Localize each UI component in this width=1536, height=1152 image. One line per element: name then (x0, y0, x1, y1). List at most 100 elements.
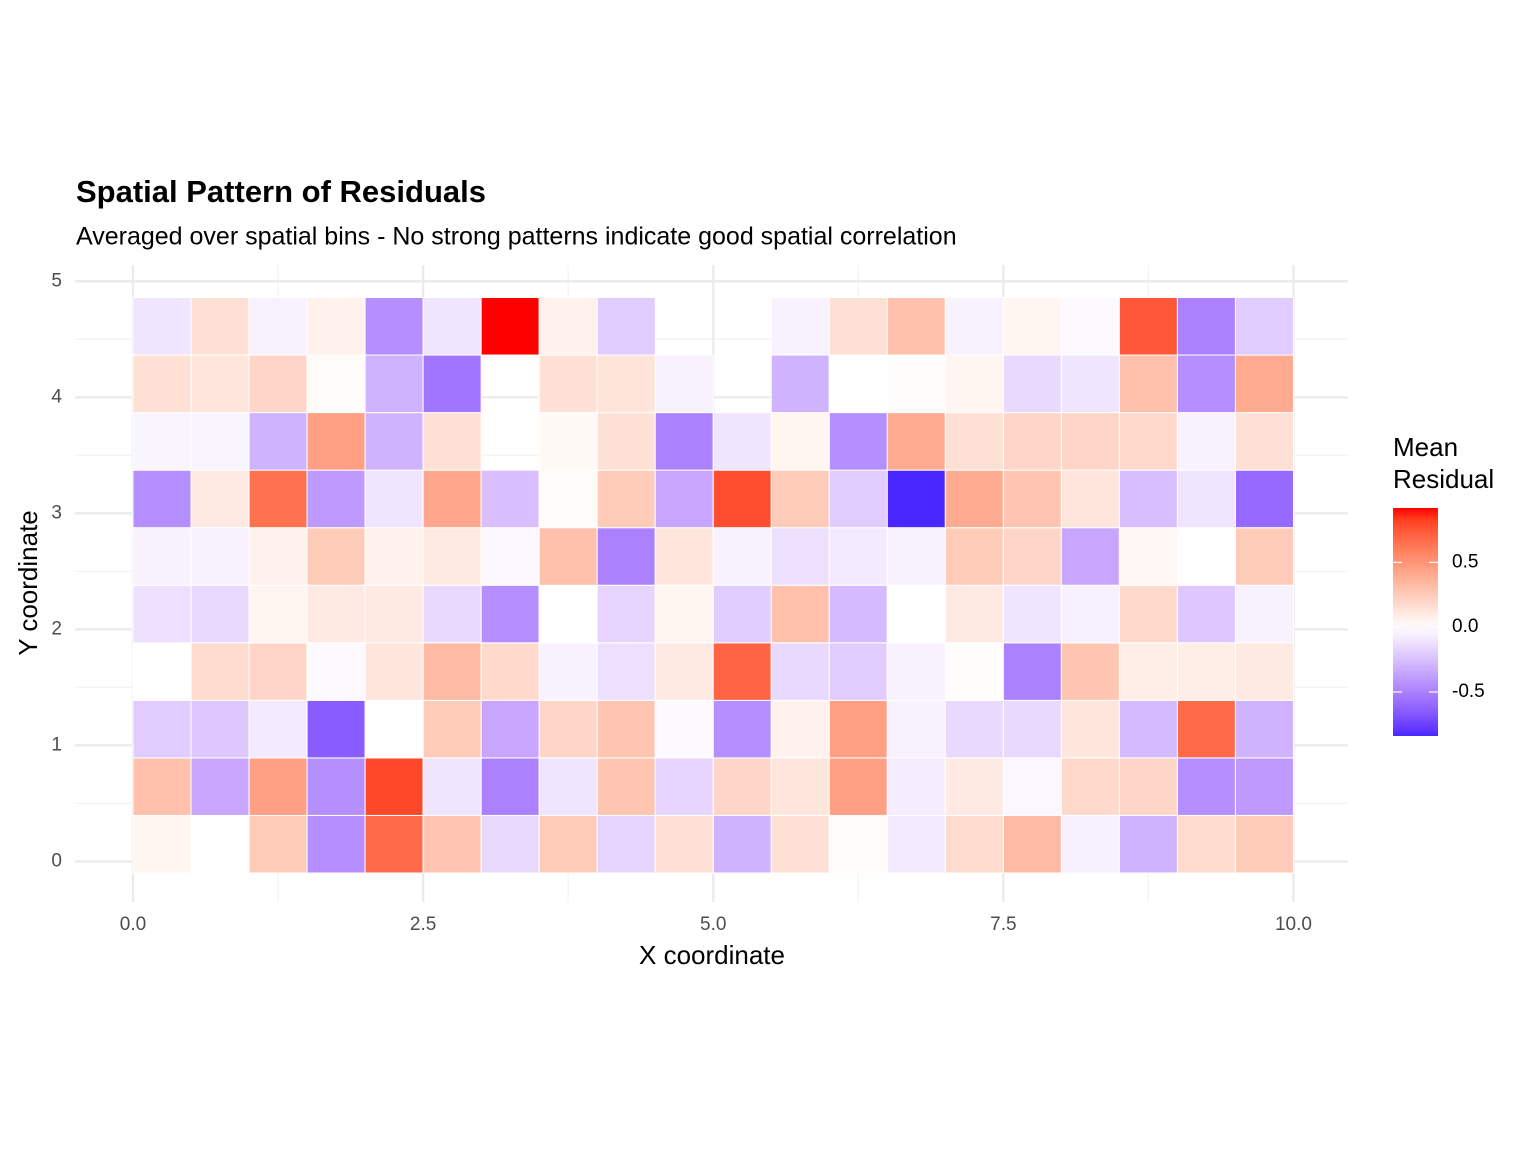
heat-cell (1234, 642, 1294, 701)
heat-cell (596, 699, 656, 759)
heat-cell (1060, 527, 1120, 586)
heat-cell (828, 354, 888, 414)
heat-cell (944, 412, 1004, 471)
heat-cell (422, 469, 482, 529)
heat-cell (132, 642, 192, 701)
heat-cell (1060, 814, 1120, 874)
x-tick-label: 2.5 (410, 914, 436, 935)
heat-cell (132, 469, 192, 529)
heat-cell (828, 296, 888, 356)
heat-cell (944, 296, 1004, 356)
x-tick-label: 7.5 (990, 914, 1016, 935)
heat-cell (1176, 354, 1236, 414)
heat-cell (596, 296, 656, 356)
heat-cell (828, 527, 888, 586)
heat-cell (132, 296, 192, 356)
heat-cell (1002, 814, 1062, 874)
heat-cell (1060, 757, 1120, 816)
heat-cell (1060, 699, 1120, 759)
heat-cell (1060, 412, 1120, 471)
heat-cell (828, 757, 888, 816)
x-tick-label: 0.0 (120, 914, 146, 935)
heat-cell (712, 527, 772, 586)
heat-cell (1002, 757, 1062, 816)
heat-cell (1234, 469, 1294, 529)
heat-cell (132, 699, 192, 759)
heat-cell (248, 296, 308, 356)
heat-cell (1118, 642, 1178, 701)
heat-cell (1234, 757, 1294, 816)
heat-cell (538, 642, 598, 701)
heat-cell (1002, 412, 1062, 471)
heat-cell (1002, 527, 1062, 586)
heat-cell (1002, 469, 1062, 529)
heat-cell (248, 584, 308, 644)
heat-cell (596, 757, 656, 816)
x-tick-label: 10.0 (1275, 914, 1312, 935)
heat-cell (1118, 296, 1178, 356)
heat-cell (480, 296, 540, 356)
heat-cell (654, 814, 714, 874)
heat-cell (1234, 354, 1294, 414)
heat-cell (596, 584, 656, 644)
heat-cell (712, 757, 772, 816)
heat-cell (364, 527, 424, 586)
heat-cell (132, 412, 192, 471)
heat-cell (1118, 412, 1178, 471)
heat-cell (190, 527, 250, 586)
heat-cell (248, 354, 308, 414)
heat-cell (944, 354, 1004, 414)
heat-cell (480, 814, 540, 874)
heat-cell (712, 642, 772, 701)
heat-cell (248, 642, 308, 701)
x-tick-label: 5.0 (700, 914, 726, 935)
heat-cell (1060, 469, 1120, 529)
heat-cell (1118, 584, 1178, 644)
heat-cell (364, 584, 424, 644)
heat-cell (828, 469, 888, 529)
heat-cell (364, 354, 424, 414)
heat-cell (248, 699, 308, 759)
heat-cell (1002, 354, 1062, 414)
heat-cell (1118, 469, 1178, 529)
chart-title: Spatial Pattern of Residuals (76, 174, 486, 209)
heat-cell (712, 469, 772, 529)
heat-cell (770, 757, 830, 816)
heat-cell (886, 527, 946, 586)
heat-cell (770, 296, 830, 356)
heat-cell (596, 527, 656, 586)
heat-cell (1060, 584, 1120, 644)
y-tick-label: 3 (51, 502, 62, 523)
heat-cell (422, 527, 482, 586)
heat-cell (1060, 354, 1120, 414)
heat-cell (712, 412, 772, 471)
heat-cell (538, 412, 598, 471)
heat-cell (364, 699, 424, 759)
heat-cell (944, 527, 1004, 586)
heat-cell (190, 699, 250, 759)
heat-cell (306, 412, 366, 471)
heat-cell (422, 412, 482, 471)
heat-cell (886, 412, 946, 471)
y-tick-label: 1 (51, 734, 62, 755)
heat-cell (1176, 757, 1236, 816)
heat-cell (364, 296, 424, 356)
heat-cell (422, 814, 482, 874)
heat-cell (1176, 296, 1236, 356)
heat-cell (132, 584, 192, 644)
heat-cell (190, 584, 250, 644)
heat-cell (306, 469, 366, 529)
heat-cell (828, 412, 888, 471)
heat-cell (422, 296, 482, 356)
heat-cell (770, 814, 830, 874)
y-tick-label: 4 (51, 386, 62, 407)
heat-cell (190, 469, 250, 529)
heat-cell (770, 642, 830, 701)
chart-subtitle: Averaged over spatial bins - No strong p… (76, 223, 957, 251)
heat-cell (132, 757, 192, 816)
y-tick-label: 0 (51, 850, 62, 871)
legend-title: Residual (1393, 464, 1494, 494)
heat-cell (1176, 642, 1236, 701)
heat-cell (422, 699, 482, 759)
heat-cell (654, 642, 714, 701)
